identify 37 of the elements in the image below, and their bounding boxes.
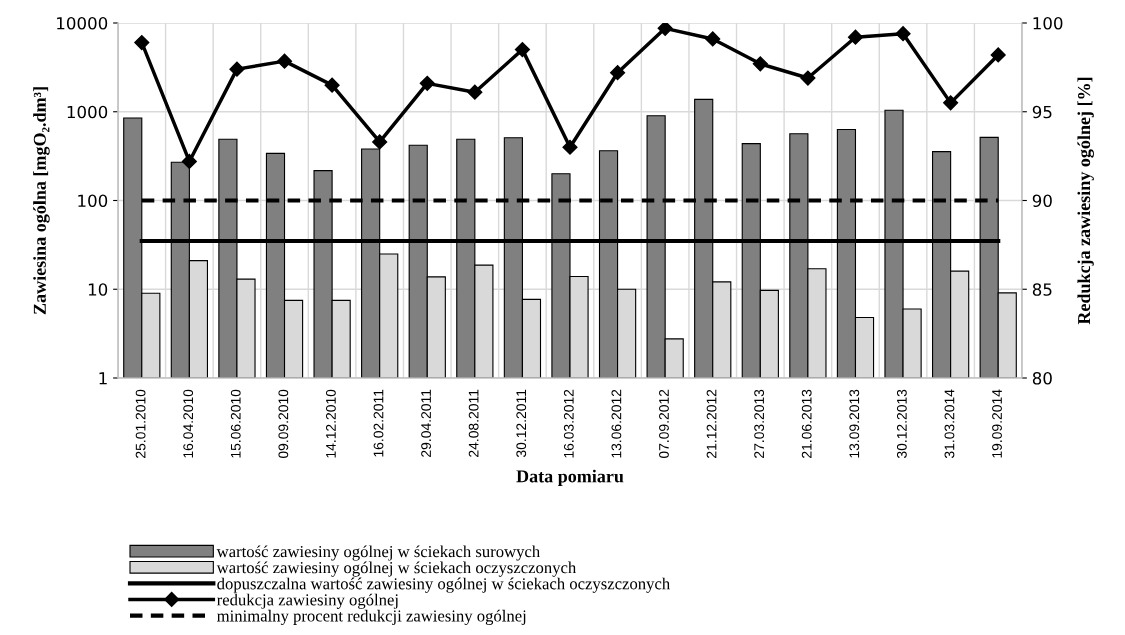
y2-tick-label: 95 <box>1032 105 1052 119</box>
y-tick-label: 10 <box>88 283 108 296</box>
y2-tick-label: 90 <box>1032 194 1052 208</box>
x-tick-label: 24.08.2011 <box>468 389 479 457</box>
y2-tick-label: 100 <box>1033 16 1063 30</box>
x-tick-label: 19.09.2014 <box>992 389 1002 458</box>
x-tick-label: 30.12.2011 <box>516 389 527 458</box>
y-axis-title: Zawiesina ogólna [mgO₂.dm³] <box>33 87 50 315</box>
x-tick-label: 13.09.2013 <box>849 389 860 458</box>
x-tick-label: 16.03.2012 <box>563 389 574 458</box>
x-tick-label: 21.06.2013 <box>801 389 812 458</box>
y-tick-label: 1000 <box>67 105 108 119</box>
x-tick-label: 21.12.2012 <box>706 389 717 458</box>
legend-label: dopuszczalna wartość zawiesiny ogólnej w ściekach oczyszczonych <box>217 577 670 593</box>
x-axis-title: Data pomiaru <box>516 469 624 487</box>
legend-label: wartość zawiesiny ogólnej w ściekach surowych <box>216 545 540 561</box>
legend-label: wartość zawiesiny ogólnej w ściekach oczyszczonych <box>216 561 577 577</box>
x-tick-label: 27.03.2013 <box>754 389 765 458</box>
y2-tick-label: 85 <box>1032 283 1052 296</box>
legend-label: redukcja zawiesiny ogólnej <box>217 593 398 609</box>
x-tick-label: 16.02.2011 <box>373 389 384 457</box>
x-tick-label: 31.03.2014 <box>944 389 955 459</box>
y2-axis-title: Redukcja zawiesiny ogólnej [%] <box>1077 77 1094 325</box>
x-tick-label: 25.01.2010 <box>135 389 146 458</box>
x-tick-label: 14.12.2010 <box>326 389 336 458</box>
x-tick-label: 07.09.2012 <box>659 389 669 459</box>
y2-tick-label: 80 <box>1032 371 1052 385</box>
y-tick-label: 10000 <box>57 16 108 30</box>
y-tick-label: 1 <box>99 372 107 385</box>
x-tick-label: 13.06.2012 <box>611 389 622 458</box>
legend-label: minimalny procent redukcji zawiesiny ogólnej <box>217 609 526 625</box>
x-tick-label: 30.12.2013 <box>896 389 907 459</box>
y-tick-label: 100 <box>78 194 108 208</box>
x-tick-label: 16.04.2010 <box>183 389 194 458</box>
x-tick-label: 09.09.2010 <box>278 389 289 459</box>
x-tick-label: 29.04.2011 <box>421 389 431 457</box>
x-tick-label: 15.06.2010 <box>230 389 241 458</box>
